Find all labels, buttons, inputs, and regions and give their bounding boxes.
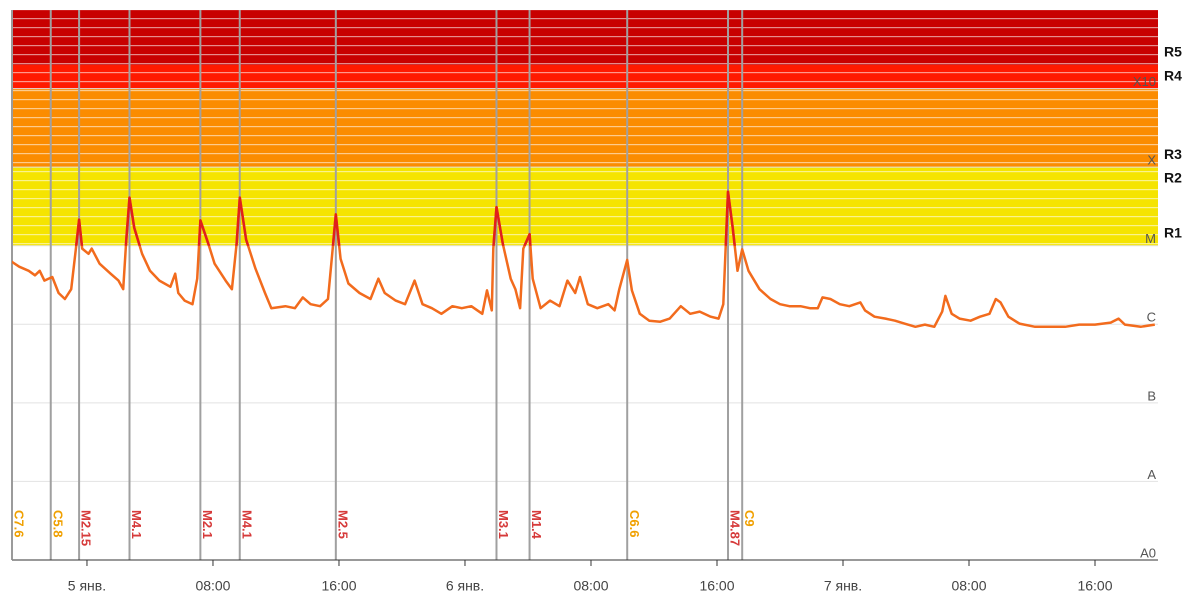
event-label: C7.6 [12, 510, 27, 537]
x-tick-label: 16:00 [1077, 578, 1112, 594]
x-tick-label: 16:00 [321, 578, 356, 594]
event-label: M3.1 [496, 510, 511, 539]
y-tick-label: C [1147, 310, 1156, 325]
y-tick-label: A [1147, 467, 1156, 482]
radio-level-label: R2 [1164, 169, 1182, 185]
x-tick-label: 6 янв. [446, 578, 484, 594]
y-tick-label: A0 [1140, 545, 1156, 560]
event-label: C9 [742, 510, 757, 527]
x-tick-label: 08:00 [573, 578, 608, 594]
x-tick-label: 08:00 [951, 578, 986, 594]
y-tick-label: X10 [1133, 74, 1156, 89]
band-stripes [12, 10, 1158, 246]
radio-level-label: R3 [1164, 146, 1182, 162]
event-label: C6.6 [627, 510, 642, 537]
event-label: C5.8 [50, 510, 65, 537]
radio-level-label: R1 [1164, 224, 1182, 240]
event-label: M4.87 [728, 510, 743, 546]
radio-level-label: R5 [1164, 44, 1182, 60]
y-tick-label: B [1147, 388, 1156, 403]
x-tick-label: 5 янв. [68, 578, 106, 594]
event-label: M4.1 [239, 510, 254, 539]
event-label: M2.1 [200, 510, 215, 539]
x-tick-label: 7 янв. [824, 578, 862, 594]
y-tick-label: X [1147, 153, 1156, 168]
y-tick-label: M [1145, 231, 1156, 246]
x-tick-label: 16:00 [699, 578, 734, 594]
event-label: M2.5 [335, 510, 350, 539]
x-tick-label: 08:00 [195, 578, 230, 594]
flux-line [12, 190, 1155, 329]
event-label: M4.1 [129, 510, 144, 539]
radio-level-label: R4 [1164, 67, 1182, 83]
event-label: M2.15 [79, 510, 94, 546]
event-label: M1.4 [529, 510, 544, 540]
